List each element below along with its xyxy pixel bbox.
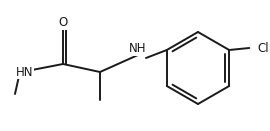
Text: Cl: Cl [257, 42, 269, 54]
Text: NH: NH [129, 42, 147, 56]
Text: HN: HN [16, 66, 34, 78]
Text: O: O [58, 17, 68, 29]
